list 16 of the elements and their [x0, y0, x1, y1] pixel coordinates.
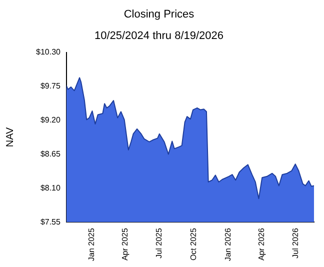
y-tick-label: $9.20: [40, 115, 62, 124]
x-tick-label: Jan 2026: [223, 228, 232, 262]
y-tick-label: $8.10: [40, 183, 62, 192]
x-tick-label: Apr 2025: [120, 228, 130, 261]
y-tick-label: $9.75: [40, 82, 62, 91]
chart-title: Closing Prices: [124, 8, 195, 21]
chart-subtitle: 10/25/2024 thru 8/19/2026: [94, 30, 224, 42]
x-tick-label: Apr 2026: [256, 228, 266, 261]
y-tick-label: $8.65: [40, 149, 62, 158]
x-tick-label: Jul 2026: [290, 228, 300, 258]
y-axis-title: NAV: [4, 127, 16, 148]
y-tick-label: $10.30: [36, 48, 62, 57]
x-tick-label: Oct 2025: [188, 228, 198, 261]
x-tick-label: Jul 2025: [154, 228, 164, 258]
x-tick-label: Jan 2025: [87, 228, 96, 262]
y-tick-label: $7.55: [40, 217, 62, 226]
